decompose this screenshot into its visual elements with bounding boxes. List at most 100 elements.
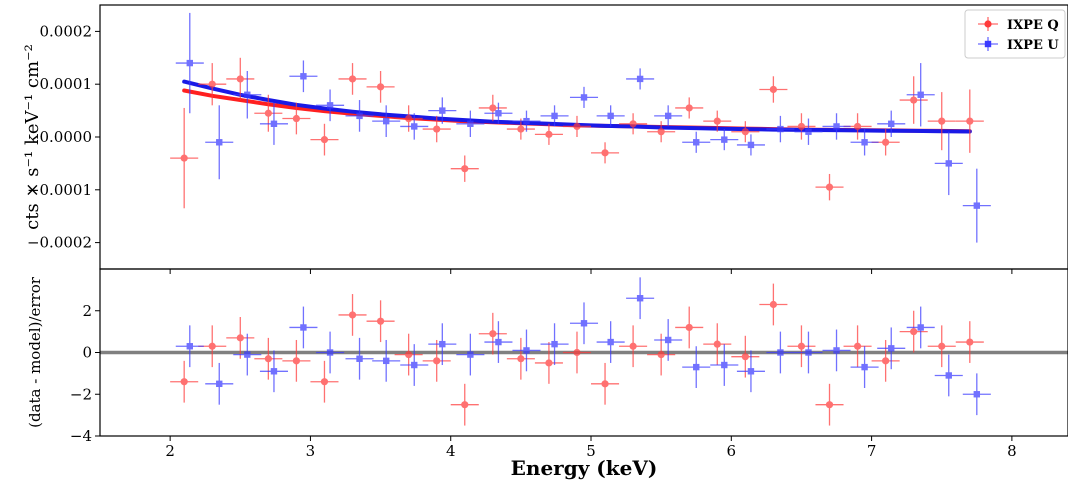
spectrum-point-ixpe-q	[310, 123, 339, 156]
residual-panel: −4 −2 0 2 2 3 4 5 6 7 8 (data - model)/error	[26, 268, 1068, 460]
residual-marker-ixpe-q	[348, 311, 357, 319]
spectrum-marker-ixpe-q	[966, 117, 974, 125]
spectrum-marker-ixpe-u	[411, 123, 418, 130]
spectrum-point-ixpe-u	[934, 131, 963, 196]
residual-marker-ixpe-u	[495, 338, 502, 346]
residual-point-ixpe-u	[596, 321, 625, 363]
spectrum-point-ixpe-u	[233, 71, 262, 119]
spectrum-marker-ixpe-u	[495, 110, 502, 117]
residual-point-ixpe-u	[822, 329, 851, 372]
residual-point-ixpe-u	[766, 331, 795, 374]
residual-y-tick-label: −4	[70, 427, 92, 445]
residual-point-ixpe-u	[400, 344, 429, 386]
residual-point-ixpe-q	[703, 323, 732, 366]
residual-marker-ixpe-u	[636, 295, 644, 302]
residual-marker-ixpe-u	[777, 349, 784, 356]
residual-y-tick-label: 0	[82, 344, 92, 362]
residual-point-ixpe-u	[794, 331, 823, 374]
x-axis-label: Energy (keV)	[511, 456, 658, 480]
spectrum-point-ixpe-q	[282, 102, 311, 135]
residual-point-ixpe-u	[205, 362, 234, 405]
spectrum-y-tick-label: −0.0002	[27, 234, 92, 252]
residual-marker-ixpe-u	[607, 338, 614, 346]
spectrum-marker-ixpe-u	[523, 117, 530, 125]
residual-point-ixpe-u	[569, 302, 599, 345]
spectrum-point-ixpe-q	[899, 76, 928, 124]
residual-y-tick-label: −2	[70, 385, 92, 403]
spectrum-marker-ixpe-q	[320, 136, 329, 144]
residual-marker-ixpe-q	[966, 338, 974, 346]
residual-marker-ixpe-q	[489, 330, 497, 338]
spectrum-marker-ixpe-q	[517, 125, 525, 133]
residual-point-ixpe-q	[394, 333, 423, 376]
spectrum-marker-ixpe-q	[236, 75, 244, 83]
residual-marker-ixpe-u	[551, 340, 558, 348]
spectrum-point-ixpe-u	[962, 168, 991, 243]
residual-point-ixpe-u	[175, 325, 204, 368]
residual-marker-ixpe-q	[461, 401, 469, 409]
spectrum-marker-ixpe-q	[629, 120, 637, 128]
spectrum-point-ixpe-q	[450, 155, 479, 182]
spectrum-marker-ixpe-u	[439, 107, 446, 114]
legend-marker-ixpe-q	[978, 17, 998, 31]
residual-point-ixpe-q	[927, 325, 956, 368]
spectrum-point-ixpe-u	[372, 105, 401, 137]
spectrum-marker-ixpe-q	[208, 80, 216, 88]
spectrum-point-ixpe-q	[843, 113, 872, 140]
residual-point-ixpe-q	[647, 333, 676, 376]
residual-y-ticks: −4 −2 0 2	[70, 302, 100, 445]
spectrum-point-ixpe-u	[766, 115, 795, 143]
residual-marker-ixpe-q	[180, 378, 188, 386]
legend-marker-ixpe-u	[978, 37, 998, 51]
residual-point-ixpe-q	[170, 360, 199, 403]
residual-marker-ixpe-q	[264, 355, 272, 363]
legend-marker-shape	[984, 20, 992, 28]
residual-marker-ixpe-u	[216, 380, 223, 388]
residual-panel-frame	[99, 268, 1068, 437]
residual-point-ixpe-q	[338, 294, 367, 336]
residual-marker-ixpe-u	[747, 368, 755, 375]
residual-marker-ixpe-u	[973, 391, 981, 398]
spectrum-point-ixpe-q	[562, 115, 592, 137]
spectrum-panel: −0.0002 −0.0001 0.0000 0.0001 0.0002 cts × s…	[22, 4, 1068, 270]
spectrum-point-ixpe-q	[254, 94, 283, 132]
residual-marker-ixpe-u	[693, 363, 700, 371]
residual-point-ixpe-u	[316, 331, 345, 374]
residual-point-ixpe-u	[233, 333, 262, 376]
spectrum-point-ixpe-u	[400, 113, 429, 140]
residual-point-ixpe-u	[428, 323, 457, 366]
spectrum-point-ixpe-q	[534, 123, 563, 145]
residual-point-ixpe-u	[877, 327, 906, 370]
spectrum-marker-ixpe-u	[636, 75, 644, 83]
spectrum-point-ixpe-q	[198, 63, 227, 106]
residual-marker-ixpe-q	[825, 401, 834, 409]
residual-marker-ixpe-q	[376, 317, 385, 325]
x-tick-label: 7	[867, 442, 877, 460]
spectrum-point-ixpe-u	[906, 63, 935, 127]
spectrum-point-ixpe-u	[540, 105, 569, 127]
residual-marker-ixpe-q	[741, 353, 749, 361]
spectrum-point-ixpe-q	[366, 71, 395, 103]
spectrum-y-tick-label: 0.0000	[40, 128, 93, 146]
residual-marker-ixpe-q	[797, 342, 806, 350]
spectrum-point-ixpe-q	[338, 63, 367, 95]
spectrum-marker-ixpe-u	[607, 112, 614, 120]
spectrum-marker-ixpe-u	[973, 202, 981, 209]
residual-point-ixpe-q	[534, 342, 563, 384]
residual-marker-ixpe-u	[580, 320, 588, 327]
spectrum-point-ixpe-q	[422, 115, 451, 143]
residual-point-ixpe-u	[934, 354, 963, 397]
x-tick-label: 5	[586, 442, 596, 460]
spectrum-marker-ixpe-u	[244, 91, 251, 98]
residual-marker-ixpe-u	[523, 347, 530, 354]
residual-point-ixpe-q	[478, 312, 507, 355]
residual-y-axis-label: (data - model)/error	[26, 276, 44, 428]
residual-marker-ixpe-q	[657, 350, 665, 359]
spectrum-marker-ixpe-q	[433, 125, 441, 133]
residual-point-ixpe-q	[871, 339, 900, 382]
residual-point-ixpe-u	[736, 350, 765, 393]
residual-marker-ixpe-u	[356, 355, 363, 362]
spectrum-point-ixpe-u	[512, 110, 541, 132]
residual-point-ixpe-u	[850, 346, 879, 388]
